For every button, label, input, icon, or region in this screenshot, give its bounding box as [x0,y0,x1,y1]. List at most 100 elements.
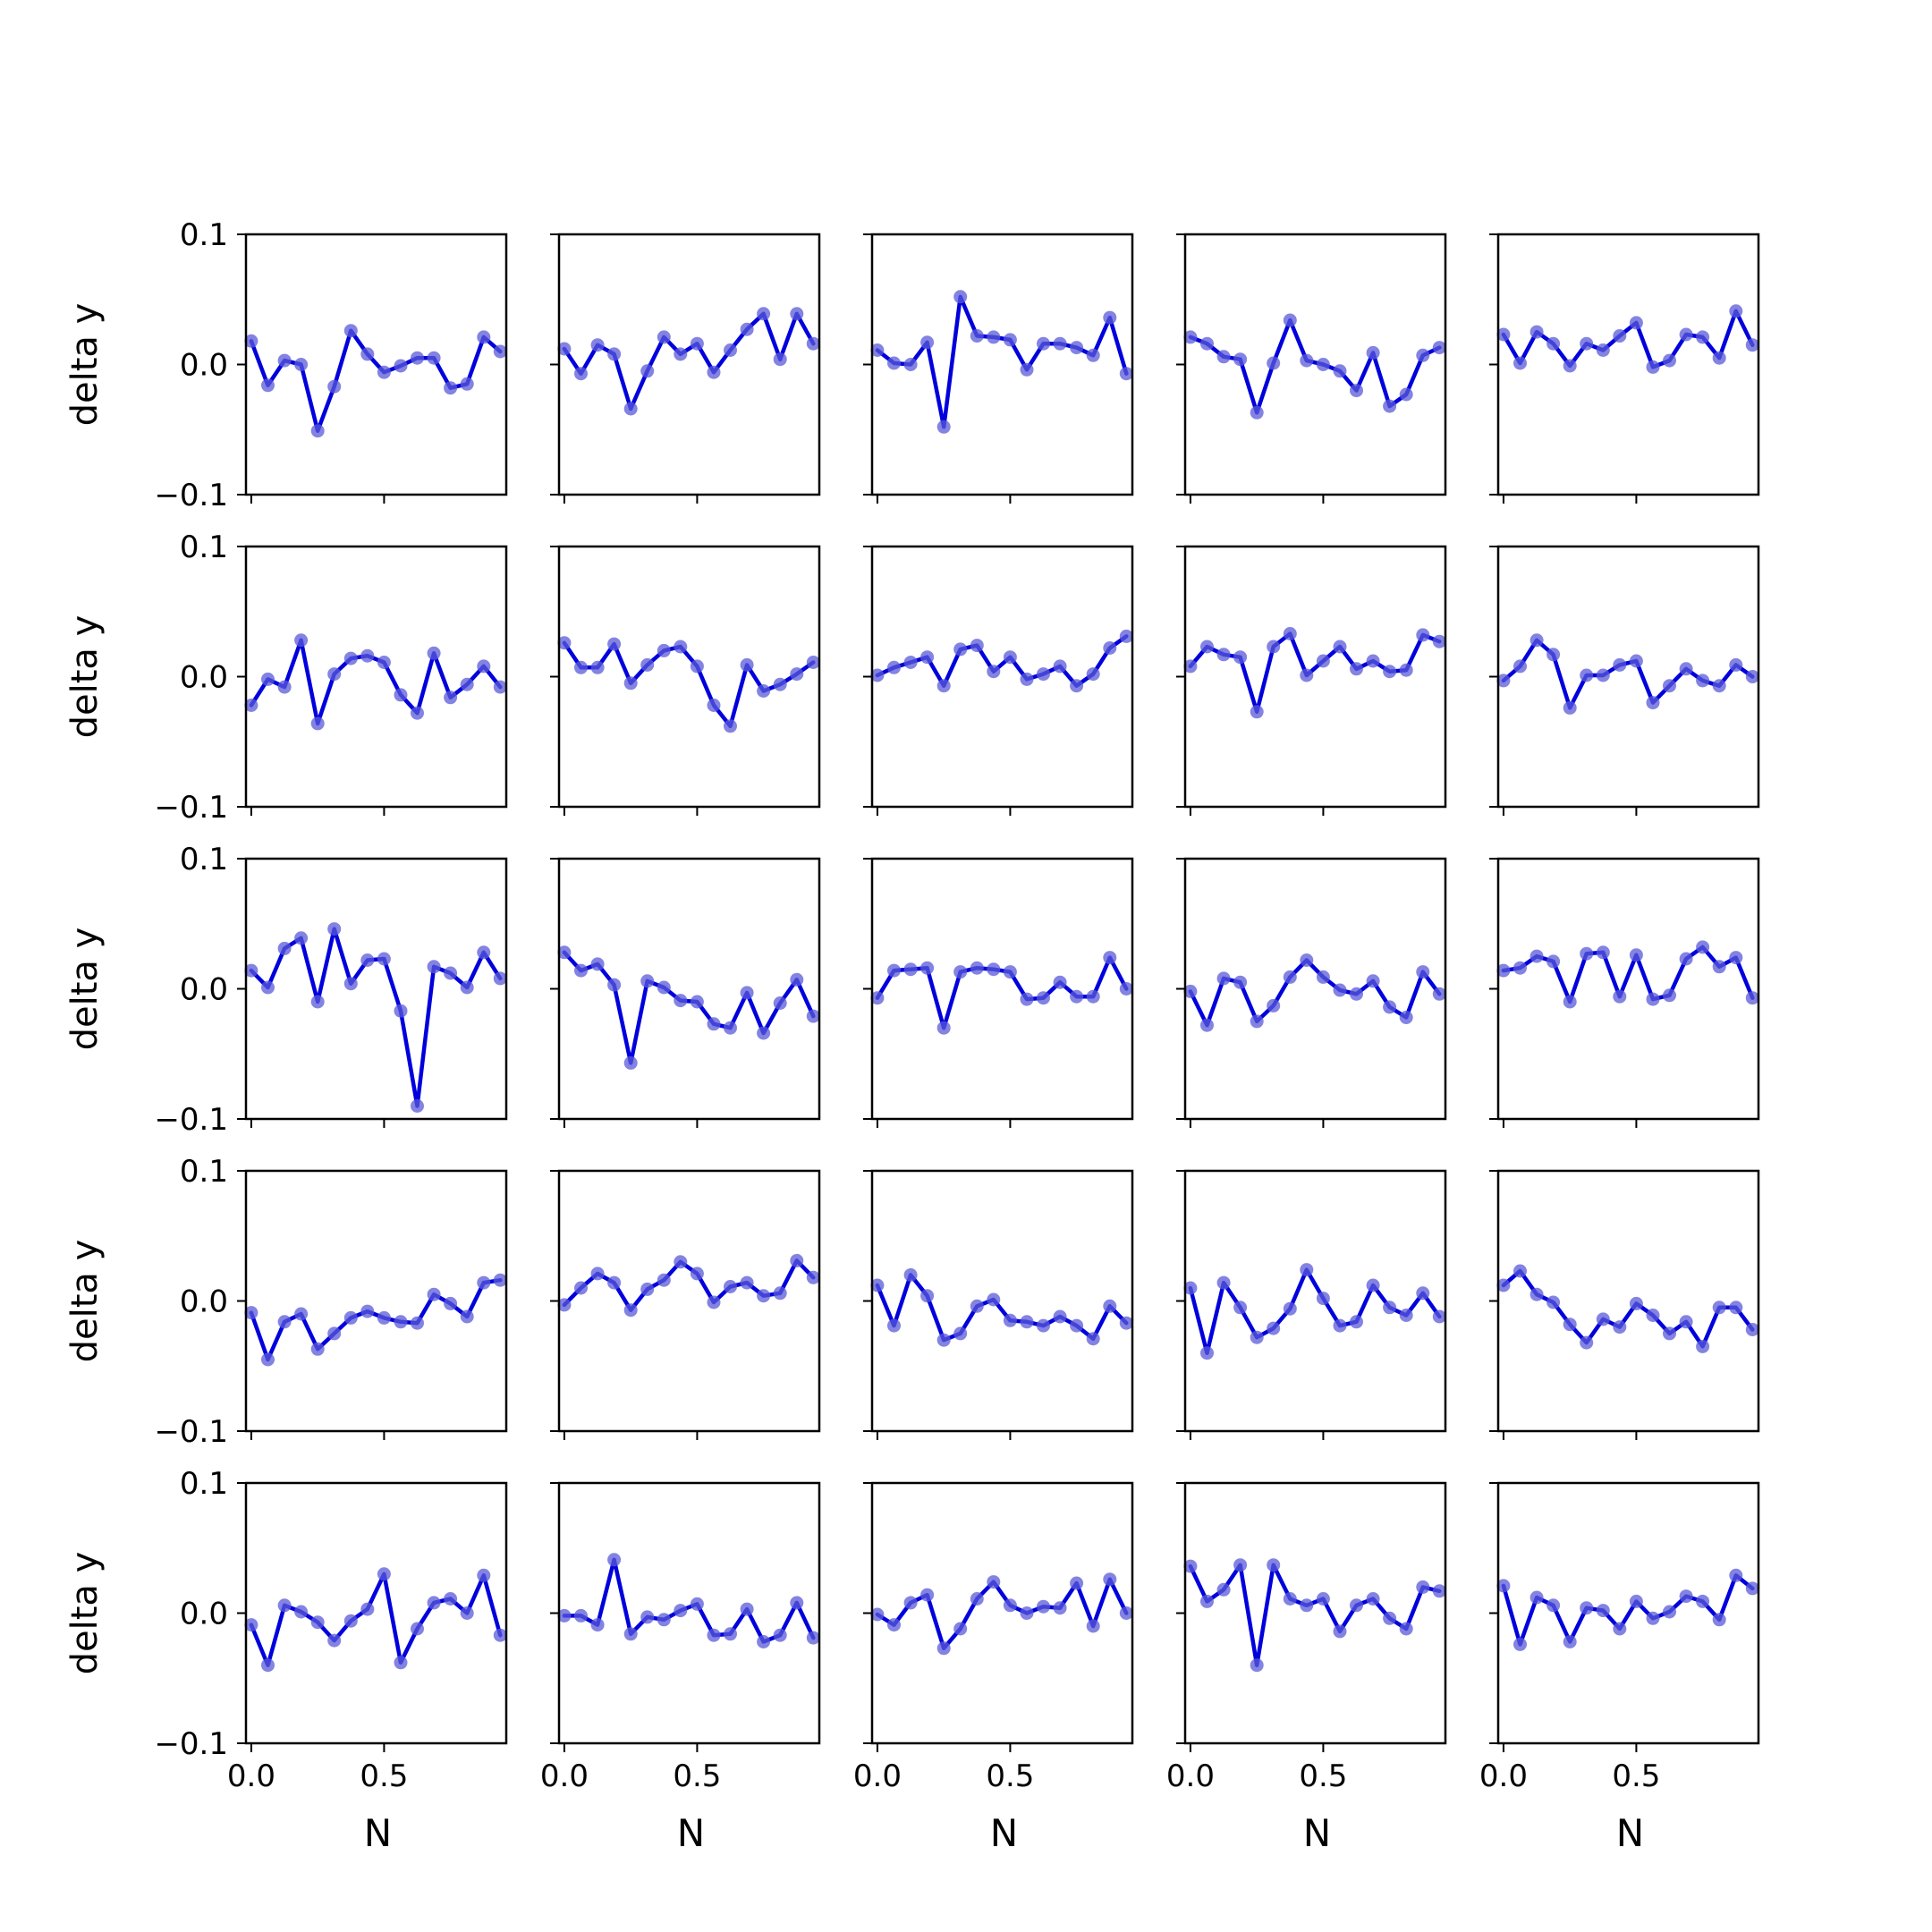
data-point-r2-c1 [244,699,258,712]
data-point-r3-c1 [327,922,342,936]
data-point-r2-c1 [294,633,309,648]
data-point-r4-c4 [1333,1318,1347,1333]
x-tick-label: 0.5 [986,1758,1034,1794]
series-line-r4-c2 [562,1258,816,1312]
data-point-r4-c1 [493,1273,507,1287]
data-point-r5-c2 [707,1628,721,1642]
data-point-r5-c2 [740,1602,754,1616]
data-point-r4-c4 [1432,1309,1446,1324]
y-tick-label: −0.1 [154,1726,228,1762]
data-point-r5-c2 [724,1627,737,1641]
data-point-r4-c2 [590,1267,605,1281]
data-point-r1-c5 [1712,351,1726,365]
data-point-r5-c3 [1020,1606,1034,1620]
data-point-r3-c4 [1399,1011,1413,1024]
axes-frame-r2-c1 [244,545,508,809]
data-point-r4-c5 [1712,1301,1726,1315]
data-point-r2-c4 [1300,668,1314,682]
data-point-r4-c1 [360,1304,375,1318]
data-point-r5-c1 [360,1602,375,1616]
data-point-r1-c2 [657,330,671,344]
data-point-r4-c4 [1200,1346,1214,1360]
data-point-r5-c5 [1696,1594,1710,1608]
data-point-r4-c2 [757,1289,771,1303]
data-point-r5-c2 [674,1604,688,1618]
data-point-r3-c5 [1546,954,1561,969]
data-point-r5-c4 [1283,1592,1297,1606]
data-point-r4-c3 [970,1299,984,1313]
data-point-r1-c5 [1629,316,1643,330]
data-point-r2-c5 [1629,654,1643,668]
data-point-r1-c4 [1416,348,1430,362]
x-tick-label: 0.5 [1299,1758,1347,1794]
data-point-r3-c1 [277,941,292,955]
data-point-r3-c1 [427,960,441,974]
data-point-r2-c3 [1119,629,1133,643]
data-point-r2-c5 [1679,662,1693,676]
data-point-r4-c2 [690,1267,704,1281]
data-point-r3-c4 [1432,987,1446,1001]
data-point-r1-c2 [773,352,787,367]
data-point-r5-c2 [690,1597,704,1611]
data-point-r1-c5 [1563,359,1577,373]
data-point-r1-c1 [394,359,408,373]
data-point-r3-c5 [1530,949,1544,963]
data-point-r1-c4 [1283,313,1297,327]
data-point-r4-c3 [1070,1318,1084,1333]
y-tick-label: 0.1 [180,1154,228,1190]
data-point-r1-c3 [1070,341,1084,355]
x-tick-label: 0.0 [1479,1758,1528,1794]
data-point-r3-c5 [1596,945,1610,960]
data-point-r5-c1 [343,1614,358,1628]
data-point-r5-c1 [411,1622,424,1636]
data-point-r1-c4 [1267,356,1281,370]
data-point-r4-c1 [394,1315,408,1329]
series-line-r3-c1 [249,927,503,1108]
data-point-r5-c4 [1233,1558,1248,1572]
data-point-r5-c5 [1745,1581,1759,1596]
data-point-r3-c5 [1646,992,1660,1006]
x-axis-label: N [1616,1811,1644,1855]
series-line-r3-c4 [1188,958,1442,1028]
data-point-r4-c2 [640,1282,655,1296]
data-point-r1-c5 [1679,327,1693,342]
data-point-r3-c5 [1629,948,1643,962]
data-point-r5-c5 [1496,1579,1511,1593]
data-point-r3-c4 [1200,1018,1214,1032]
data-point-r4-c2 [607,1275,622,1290]
data-point-r2-c3 [920,650,935,665]
data-point-r5-c4 [1366,1592,1380,1606]
data-point-r4-c3 [1086,1332,1100,1346]
data-point-r1-c1 [310,424,325,438]
data-point-r2-c5 [1663,679,1676,693]
data-point-r3-c1 [411,1099,424,1113]
data-point-r1-c2 [557,342,572,356]
data-point-r1-c1 [327,379,342,394]
data-point-r5-c5 [1530,1590,1544,1605]
axes-frame-r4-c4 [1183,1169,1447,1433]
data-point-r1-c2 [724,343,737,357]
data-point-r2-c4 [1366,654,1380,668]
data-point-r4-c3 [936,1333,951,1347]
data-point-r4-c1 [460,1309,474,1324]
data-point-r5-c1 [261,1658,275,1673]
data-point-r4-c1 [310,1342,325,1356]
data-point-r2-c3 [970,639,984,653]
data-point-r5-c5 [1613,1622,1627,1636]
data-point-r3-c2 [574,963,588,978]
y-axis-label: delta y [64,615,106,739]
data-point-r4-c3 [1037,1318,1050,1333]
data-point-r3-c4 [1416,965,1430,979]
y-tick-label: 0.1 [180,1466,228,1502]
data-point-r1-c3 [920,335,935,350]
data-point-r3-c2 [757,1026,771,1040]
data-point-r5-c2 [806,1631,820,1645]
y-tick-label: −0.1 [154,790,228,826]
data-point-r3-c3 [1103,951,1117,965]
data-point-r1-c3 [1103,310,1117,325]
data-point-r3-c1 [261,980,275,995]
series-line-r4-c5 [1501,1268,1755,1349]
data-point-r5-c2 [640,1610,655,1624]
data-point-r1-c2 [574,367,588,381]
data-point-r3-c5 [1563,995,1577,1009]
